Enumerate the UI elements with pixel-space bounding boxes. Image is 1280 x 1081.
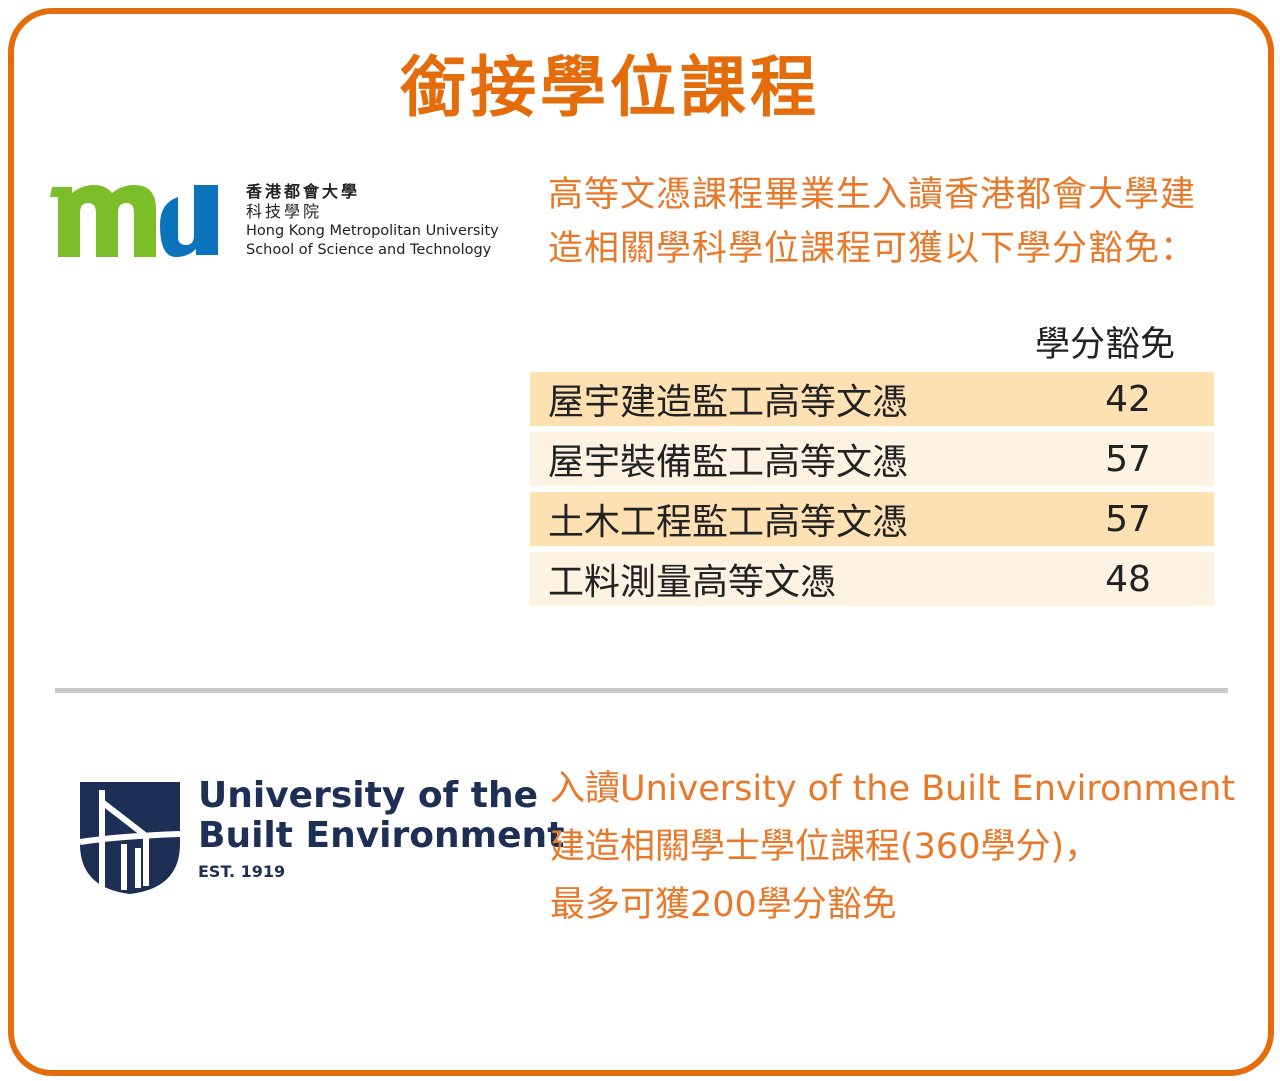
ube-description: 入讀University of the Built Environment 建造… (550, 760, 1235, 934)
ube-name-line2: Built Environment (198, 815, 565, 856)
programme-name: 工料測量高等文憑 (548, 562, 837, 603)
page-title: 銜接學位課程 (400, 49, 820, 126)
ube-name-line1: University of the (198, 775, 538, 816)
table-header-credits: 學分豁免 (1035, 325, 1176, 365)
hkmu-name-en: Hong Kong Metropolitan University (246, 223, 499, 239)
table-row: 工料測量高等文憑 48 (530, 552, 1214, 606)
credits-value: 57 (1105, 498, 1151, 540)
hkmu-school-zh: 科技學院 (246, 202, 323, 221)
ube-text-line3: 最多可獲200學分豁免 (550, 885, 897, 925)
table-row: 屋宇裝備監工高等文憑 57 (530, 432, 1214, 486)
hkmu-logo (50, 185, 226, 257)
ube-shield-logo (80, 782, 180, 894)
programme-name: 屋宇建造監工高等文憑 (548, 382, 909, 423)
hkmu-name-block: 香港都會大學 科技學院 Hong Kong Metropolitan Unive… (246, 182, 499, 260)
hkmu-school-en: School of Science and Technology (246, 242, 492, 258)
credits-value: 57 (1105, 438, 1151, 480)
ube-text-line1: 入讀University of the Built Environment (550, 769, 1236, 809)
section-divider (55, 688, 1228, 693)
ube-est: EST. 1919 (198, 862, 286, 881)
ube-name-block: University of the Built Environment EST.… (198, 775, 565, 882)
programme-name: 土木工程監工高等文憑 (548, 502, 909, 543)
programme-name: 屋宇裝備監工高等文憑 (548, 442, 909, 483)
orange-frame (8, 8, 1274, 1076)
hkmu-intro-text: 高等文憑課程畢業生入讀香港都會大學建造相關學科學位課程可獲以下學分豁免： (548, 175, 1197, 269)
credits-value: 42 (1105, 378, 1151, 420)
table-row: 屋宇建造監工高等文憑 42 (530, 372, 1214, 426)
credit-exemption-table: 屋宇建造監工高等文憑 42 屋宇裝備監工高等文憑 57 土木工程監工高等文憑 57 工… (530, 372, 1214, 612)
ube-text-line2: 建造相關學士學位課程(360學分)， (550, 827, 1100, 867)
table-row: 土木工程監工高等文憑 57 (530, 492, 1214, 546)
credits-value: 48 (1105, 558, 1151, 600)
hkmu-name-zh: 香港都會大學 (246, 182, 361, 201)
